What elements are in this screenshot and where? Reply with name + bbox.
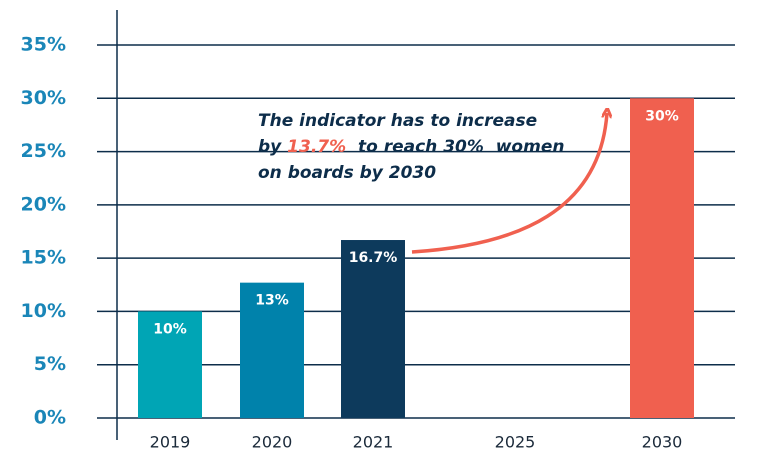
bar xyxy=(630,98,694,419)
y-tick-label: 10% xyxy=(21,300,66,322)
x-tick-label: 2025 xyxy=(495,433,536,452)
y-tick-label: 20% xyxy=(21,193,66,215)
value-label: 13% xyxy=(255,293,289,309)
y-tick-label: 0% xyxy=(34,407,66,429)
bars: 10% 13% 16.7% 30% xyxy=(138,98,694,419)
x-tick-label: 2030 xyxy=(642,433,683,452)
y-tick-label: 25% xyxy=(21,140,66,162)
value-label: 16.7% xyxy=(349,250,398,266)
y-tick-label: 15% xyxy=(21,247,66,269)
annotation-text: by xyxy=(258,137,287,157)
annotation-line: The indicator has to increase xyxy=(258,111,537,131)
y-tick-label: 5% xyxy=(34,353,66,375)
x-tick-label: 2019 xyxy=(150,433,191,452)
value-label: 30% xyxy=(645,108,679,124)
annotation-line: by 13.7% to reach 30% women xyxy=(258,137,564,157)
annotation-text: to reach 30% women xyxy=(346,137,564,157)
grid xyxy=(97,44,735,419)
x-tick-label: 2020 xyxy=(252,433,293,452)
bar xyxy=(240,282,304,418)
x-tick-label: 2021 xyxy=(353,433,394,452)
arrow xyxy=(411,113,607,254)
bar xyxy=(138,311,202,418)
y-tick-label: 30% xyxy=(21,87,66,109)
y-tick-label: 35% xyxy=(21,34,66,56)
value-label: 10% xyxy=(153,321,187,337)
annotation-highlight: 13.7% xyxy=(287,137,346,157)
bar xyxy=(341,240,405,418)
annotation-line: on boards by 2030 xyxy=(258,163,436,183)
